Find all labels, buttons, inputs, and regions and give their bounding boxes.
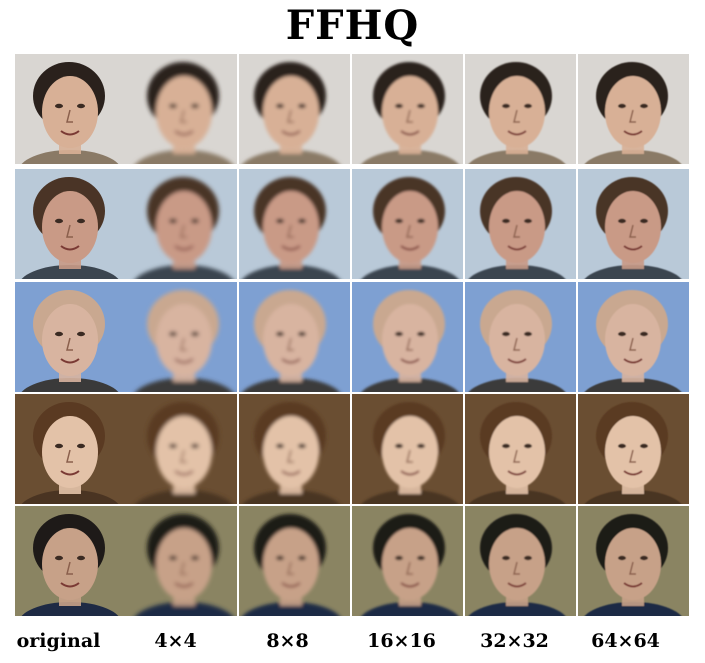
column-label-4: 16×16 [367,630,436,652]
face-image-r2-c1 [15,169,126,279]
face-image-r3-c2 [126,282,237,392]
face-image-r2-c6 [578,169,689,279]
face-image-r5-c5 [465,506,576,616]
face-image-r2-c3 [239,169,350,279]
column-labels: original 4×4 8×8 16×16 32×32 64×64 [0,630,705,660]
column-label-3: 8×8 [266,630,309,652]
face-image-r4-c4 [352,394,463,504]
column-label-1: original [16,630,101,652]
face-image-r1-c6 [578,54,689,164]
face-image-r3-c1 [15,282,126,392]
face-image-r2-c5 [465,169,576,279]
figure-title: FFHQ [285,2,420,49]
face-image-r5-c1 [15,506,126,616]
face-image-r1-c5 [465,54,576,164]
face-image-r4-c6 [578,394,689,504]
face-image-r3-c4 [352,282,463,392]
face-image-r4-c2 [126,394,237,504]
face-image-r2-c2 [126,169,237,279]
face-image-r5-c3 [239,506,350,616]
face-image-r3-c6 [578,282,689,392]
face-image-r1-c3 [239,54,350,164]
face-image-r4-c1 [15,394,126,504]
column-label-2: 4×4 [154,630,197,652]
face-image-r3-c5 [465,282,576,392]
face-image-r5-c2 [126,506,237,616]
face-image-r1-c1 [15,54,126,164]
face-image-r4-c5 [465,394,576,504]
face-image-r5-c6 [578,506,689,616]
face-image-r1-c2 [126,54,237,164]
column-label-5: 32×32 [480,630,549,652]
face-image-r2-c4 [352,169,463,279]
column-label-6: 64×64 [591,630,660,652]
face-image-r4-c3 [239,394,350,504]
face-image-r1-c4 [352,54,463,164]
face-image-r3-c3 [239,282,350,392]
face-image-r5-c4 [352,506,463,616]
face-reconstruction-grid [15,54,692,616]
